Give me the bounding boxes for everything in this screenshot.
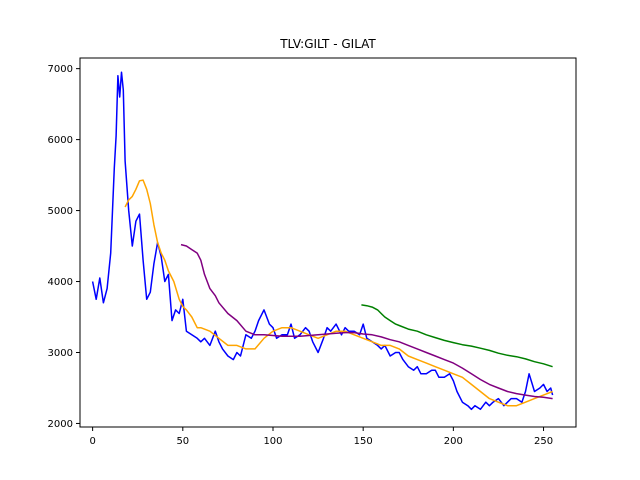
y-tick-label: 3000 xyxy=(48,348,73,359)
x-axis: 0 50 100 150 200 250 xyxy=(89,427,553,447)
series-line-1 xyxy=(124,179,553,407)
x-tick-label: 0 xyxy=(89,436,95,447)
x-tick-label: 100 xyxy=(263,436,282,447)
y-tick-label: 4000 xyxy=(48,277,73,288)
y-tick-label: 2000 xyxy=(48,419,73,430)
x-tick-label: 200 xyxy=(444,436,463,447)
x-tick-label: 50 xyxy=(176,436,189,447)
y-tick-label: 5000 xyxy=(48,206,73,217)
series-line-3 xyxy=(361,304,553,368)
plot-frame xyxy=(79,57,577,428)
chart-title: TLV:GILT - GILAT xyxy=(279,37,376,51)
y-tick-label: 6000 xyxy=(48,135,73,146)
x-tick-label: 150 xyxy=(354,436,373,447)
x-tick-label: 250 xyxy=(534,436,553,447)
y-tick-label: 7000 xyxy=(48,64,73,75)
y-axis: 2000 3000 4000 5000 6000 7000 xyxy=(48,64,80,430)
series-line-0 xyxy=(91,71,554,411)
plot-lines xyxy=(91,71,554,411)
series-line-2 xyxy=(180,243,553,400)
